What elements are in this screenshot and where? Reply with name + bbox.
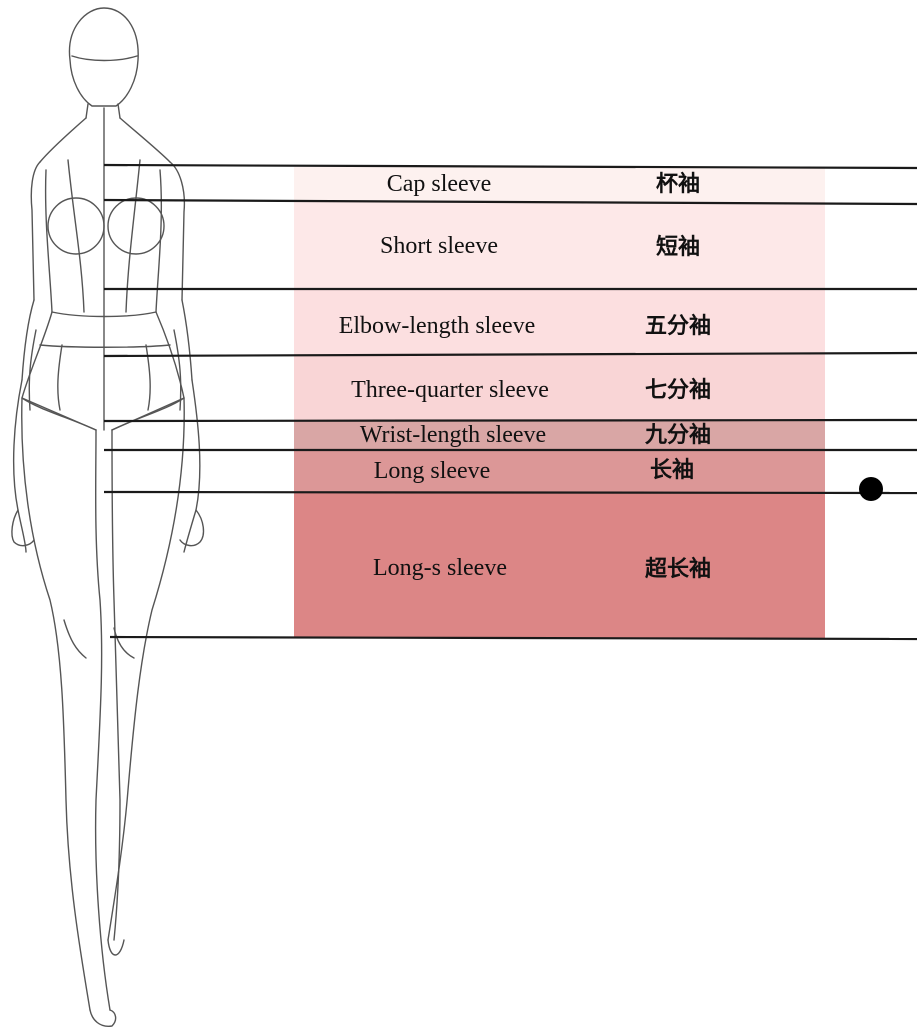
label-cap-sleeve-cn: 杯袖 [655,172,701,197]
line-cap-bottom [103,198,917,206]
label-long-s-sleeve: Long-s sleeve [373,555,507,581]
band-long-s-sleeve [294,493,825,638]
label-cap-sleeve: Cap sleeve [386,171,492,197]
label-short-sleeve-cn: 短袖 [655,235,701,260]
label-elbow-length-sleeve: Elbow-length sleeve [338,313,536,339]
label-long-sleeve: Long sleeve [373,458,491,484]
label-three-quarter-sleeve: Three-quarter sleeve [351,377,549,403]
band-wrist-length-sleeve [294,421,825,451]
label-long-s-sleeve-cn: 超长袖 [644,557,712,582]
band-cap-sleeve [294,167,825,202]
band-elbow-length-sleeve [294,290,825,354]
label-wrist-length-sleeve-cn: 九分袖 [644,423,712,448]
band-three-quarter-sleeve [294,354,825,421]
label-three-quarter-sleeve-cn: 七分袖 [644,378,712,403]
band-long-sleeve [294,451,825,493]
line-long-bottom [103,490,917,495]
label-short-sleeve: Short sleeve [380,233,498,259]
marker-dot [859,477,883,501]
line-three-quarter-bottom [103,418,917,423]
label-long-sleeve-cn: 长袖 [649,458,695,483]
line-elbow-bottom [103,351,917,358]
line-long-s-bottom [109,635,917,641]
band-short-sleeve [294,202,825,290]
label-wrist-length-sleeve: Wrist-length sleeve [359,422,547,448]
line-cap-top [103,163,917,170]
label-elbow-length-sleeve-cn: 五分袖 [644,314,712,339]
